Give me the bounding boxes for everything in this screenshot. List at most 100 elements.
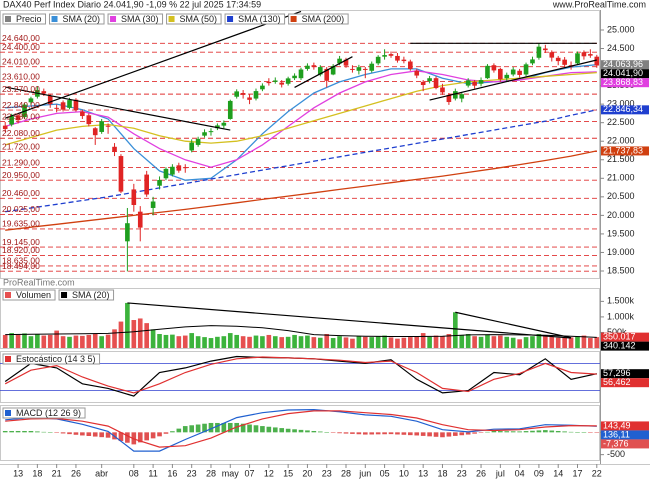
- volume-bar: [530, 336, 535, 348]
- header-title: DAX40 Perf Index Diario 24.041,90 -1,09 …: [3, 0, 261, 9]
- volume-bar: [189, 333, 195, 348]
- candle-body: [9, 116, 14, 125]
- histogram-bar: [498, 431, 503, 433]
- histogram-bar: [208, 422, 214, 433]
- last-value-label: 56,462: [603, 377, 631, 387]
- x-tick-label: 23: [322, 468, 332, 478]
- x-tick-label: 26: [71, 468, 81, 478]
- candle-body: [510, 69, 516, 75]
- legend-frame: [107, 13, 164, 25]
- histogram-bar: [28, 430, 34, 433]
- candle-body: [92, 128, 98, 136]
- volume-bar: [523, 337, 529, 348]
- histogram-bar: [86, 432, 92, 436]
- candle-body: [382, 55, 387, 57]
- histogram-bar: [343, 432, 349, 434]
- histogram-bar: [401, 432, 407, 435]
- legend-frame: [2, 407, 86, 419]
- candle-body: [285, 78, 291, 84]
- histogram-bar: [356, 432, 362, 435]
- candle-body: [485, 65, 490, 79]
- x-tick-label: 18: [437, 468, 447, 478]
- histogram-bar: [215, 422, 220, 433]
- level-label: 19.635,00: [2, 219, 40, 229]
- y-tick-label: 20.500: [607, 191, 635, 201]
- last-value-label: 23.868,83: [603, 77, 643, 87]
- legend-label: MACD (12 26 9): [16, 408, 81, 418]
- x-tick-label: jun: [358, 468, 371, 478]
- histogram-bar: [305, 430, 310, 433]
- legend-frame: [224, 13, 286, 25]
- candle-body: [137, 211, 143, 228]
- histogram-bar: [125, 432, 130, 443]
- level-label: 24.400,00: [2, 42, 40, 52]
- volume-bar: [170, 334, 175, 348]
- histogram-bar: [485, 431, 490, 433]
- candle-body: [362, 68, 368, 70]
- candle-body: [47, 95, 53, 105]
- histogram-bar: [2, 430, 8, 433]
- histogram-bar: [581, 432, 587, 433]
- volume-bar: [317, 337, 323, 348]
- histogram-bar: [298, 429, 304, 433]
- candle-body: [144, 174, 149, 195]
- x-tick-label: 12: [264, 468, 274, 478]
- volume-bar: [581, 335, 587, 348]
- candle-body: [594, 56, 600, 66]
- volume-bar: [504, 336, 510, 348]
- level-label: 18.494,00: [2, 261, 40, 271]
- volume-bar: [555, 337, 561, 348]
- volume-bar: [118, 321, 124, 348]
- stochastic-panel: [0, 351, 600, 403]
- level-label: 20.025,00: [2, 204, 40, 214]
- last-value-tag: [601, 78, 649, 88]
- last-value-label: 340.142: [603, 340, 636, 350]
- histogram-bar: [337, 432, 342, 434]
- histogram-bar: [170, 431, 175, 433]
- volume-bar: [9, 333, 14, 348]
- candle-body: [227, 100, 233, 119]
- legend-swatch: [227, 16, 234, 22]
- histogram-bar: [118, 432, 124, 442]
- volume-bar: [221, 336, 227, 348]
- volume-bar: [92, 334, 98, 348]
- last-value-label: -7,376: [603, 438, 629, 448]
- candle-body: [388, 54, 394, 56]
- histogram-bar: [427, 432, 432, 437]
- legend-label: SMA (200): [302, 14, 345, 24]
- candle-body: [459, 94, 465, 99]
- legend-label: SMA (20): [72, 290, 110, 300]
- volume-bar: [510, 337, 516, 348]
- candle-body: [536, 46, 542, 58]
- volume-bar: [80, 335, 85, 348]
- histogram-bar: [536, 430, 542, 433]
- candle-body: [163, 168, 169, 179]
- candle-body: [504, 74, 510, 79]
- last-value-label: 24.041,90: [603, 68, 643, 78]
- level-label: 22.840,00: [2, 100, 40, 110]
- legend-label: Estocástico (14 3 5): [16, 354, 96, 364]
- volume-bar: [543, 335, 548, 348]
- volume-bar: [343, 337, 349, 348]
- candle-body: [298, 69, 304, 79]
- last-value-tag: [601, 146, 649, 156]
- y-tick-label: 19.500: [607, 228, 635, 238]
- histogram-bar: [73, 432, 79, 435]
- candle-body: [112, 146, 117, 152]
- candle-body: [350, 68, 355, 70]
- volume-bar: [594, 337, 600, 348]
- histogram-bar: [227, 422, 233, 433]
- volume-bar: [298, 336, 304, 348]
- volume-bar: [356, 336, 362, 348]
- histogram-bar: [292, 429, 297, 433]
- candle-body: [99, 121, 104, 132]
- legend-label: SMA (30): [121, 14, 159, 24]
- volume-bar: [575, 336, 580, 348]
- trend-line: [429, 59, 597, 101]
- last-value-label: 24.063,96: [603, 59, 643, 69]
- candle-body: [28, 98, 34, 103]
- candle-body: [215, 125, 220, 129]
- volume-bar: [272, 336, 278, 348]
- trend-line: [294, 56, 353, 88]
- volume-bar: [350, 338, 355, 348]
